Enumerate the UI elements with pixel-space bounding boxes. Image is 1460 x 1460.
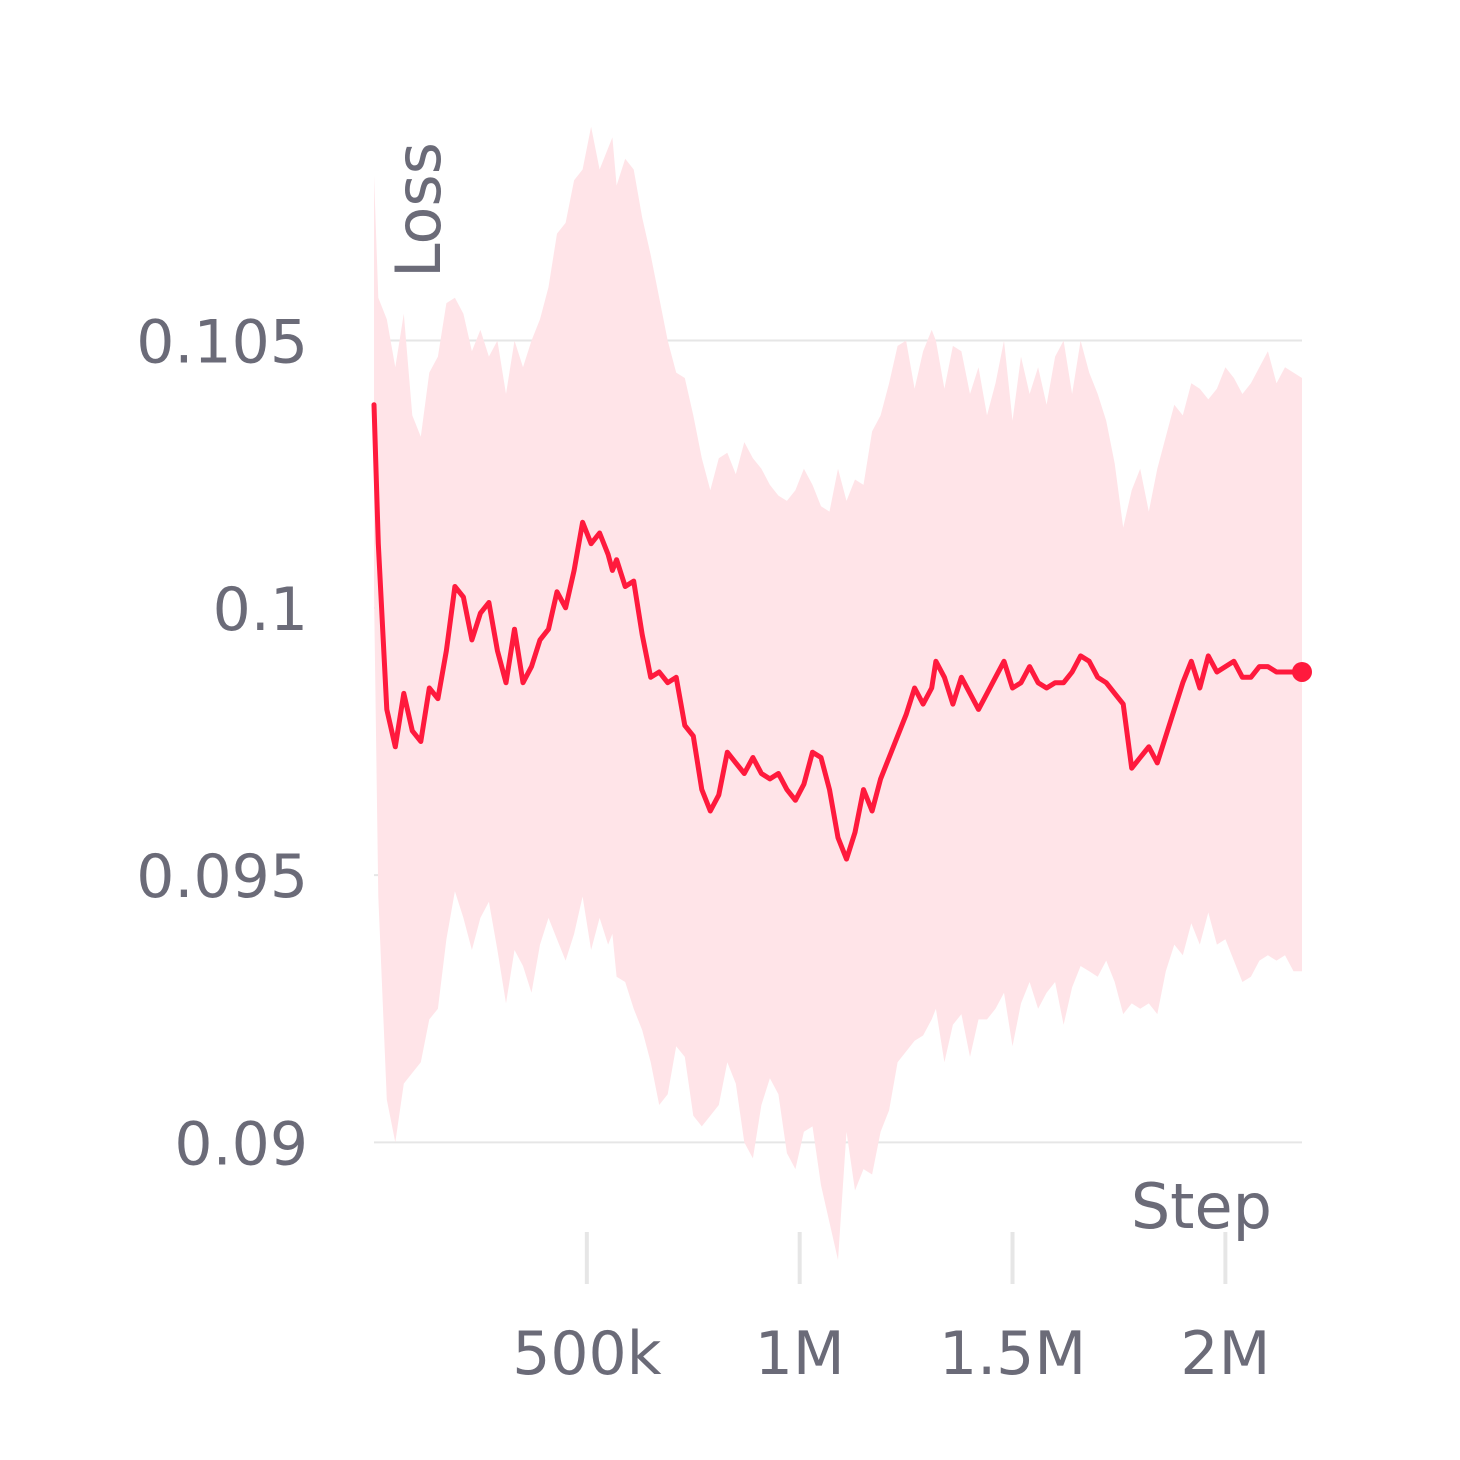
y-axis-title: Loss <box>382 142 455 278</box>
x-tick-label-1: 1M <box>755 1319 845 1389</box>
loss-series-line <box>371 402 1305 862</box>
y-tick-label-3: 0.105 <box>136 308 308 378</box>
last-point-marker <box>1292 661 1312 682</box>
x-tick-label-3: 2M <box>1180 1319 1270 1389</box>
y-tick-label-2: 0.1 <box>213 575 308 645</box>
x-tick-label-2: 1.5M <box>939 1319 1086 1389</box>
y-tick-label-1: 0.095 <box>136 842 308 912</box>
x-axis-title: Step <box>1131 1170 1272 1243</box>
y-axis-ticks: 0.09 0.095 0.1 0.105 <box>136 308 308 1180</box>
confidence-band <box>374 126 1302 1261</box>
confidence-band-layer <box>374 126 1302 1261</box>
y-tick-label-0: 0.09 <box>174 1109 308 1179</box>
x-tick-label-0: 500k <box>512 1319 662 1389</box>
x-axis-ticks: 500k 1M 1.5M 2M <box>512 1232 1270 1389</box>
series-line-layer <box>371 402 1312 862</box>
